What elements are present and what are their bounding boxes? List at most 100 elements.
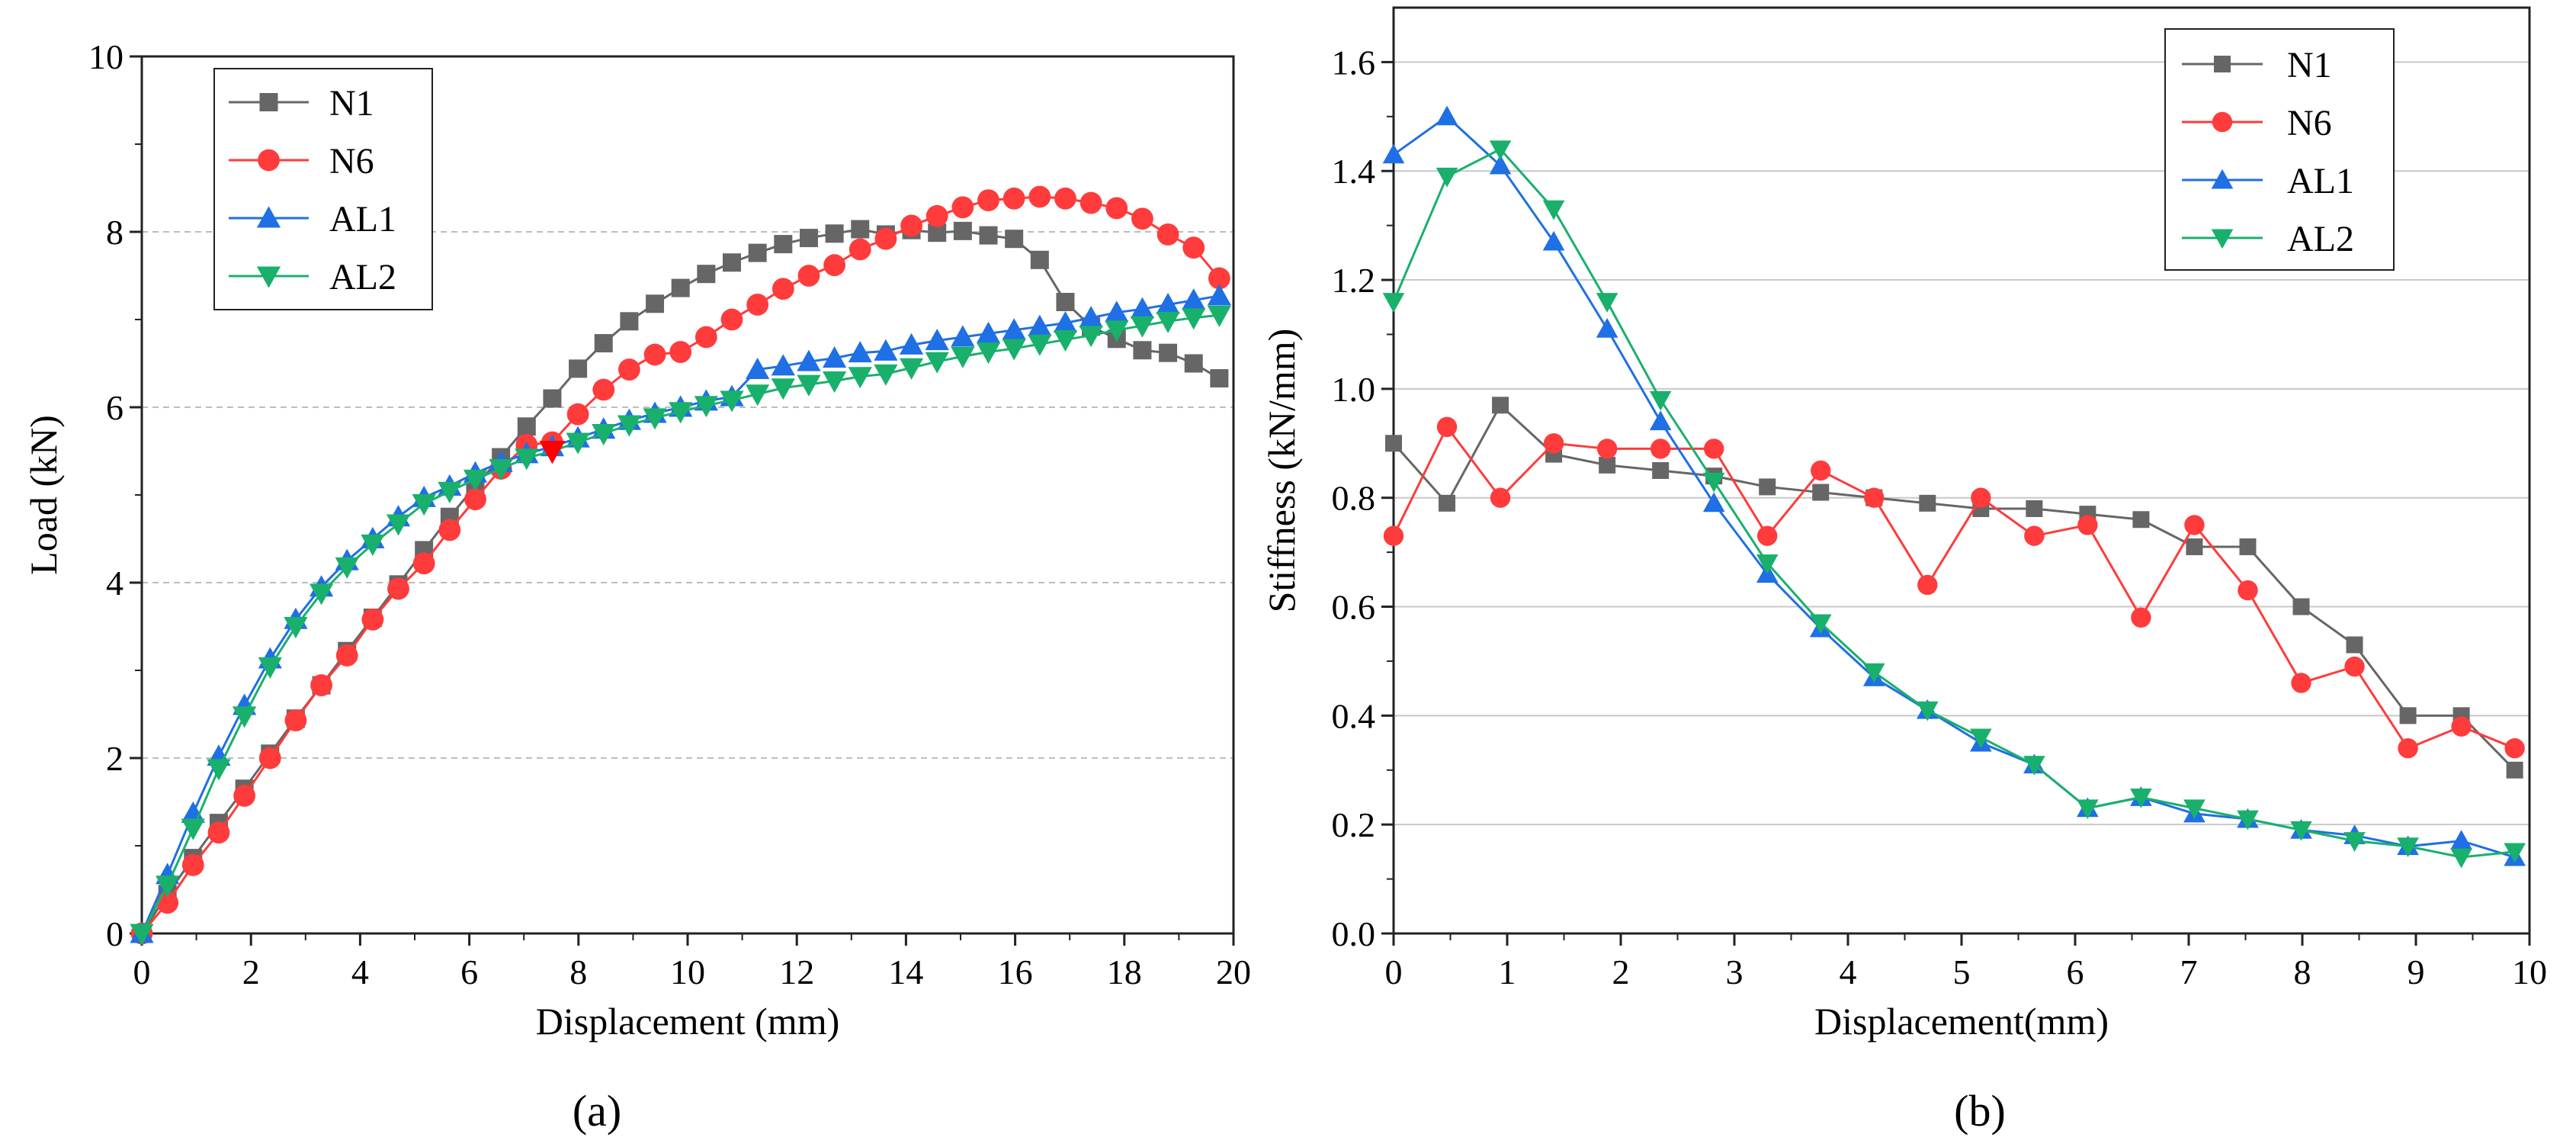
data-point-AL2-36 — [1053, 329, 1078, 352]
data-point-AL2-9 — [361, 534, 385, 556]
data-point-AL2-14 — [489, 459, 513, 481]
data-point-N1-5 — [1652, 462, 1670, 479]
data-point-N1-42 — [1210, 369, 1229, 388]
data-point-AL2-4 — [1596, 293, 1618, 313]
data-point-AL1-32 — [951, 325, 975, 347]
data-point-N1-22 — [697, 265, 716, 284]
data-point-N1-25 — [774, 235, 793, 254]
data-point-AL2-9 — [1862, 663, 1885, 683]
data-point-AL2-17 — [566, 432, 590, 455]
data-point-AL2-26 — [797, 374, 821, 397]
data-point-N6-7 — [1757, 525, 1778, 546]
x-tick-label-5: 5 — [1953, 953, 1971, 991]
data-point-AL1-26 — [797, 349, 821, 371]
data-point-AL2-7 — [309, 583, 334, 606]
data-point-N6-22 — [695, 326, 717, 349]
legend-label-AL1: AL1 — [2287, 161, 2354, 201]
legend-marker-AL2 — [2211, 229, 2234, 249]
data-point-AL1-28 — [848, 341, 872, 363]
data-point-N6-2 — [1490, 487, 1511, 508]
data-point-N6-31 — [925, 204, 948, 227]
data-point-N1-24 — [748, 243, 767, 262]
data-point-N1-33 — [979, 226, 998, 245]
data-point-AL1-39 — [1130, 297, 1155, 319]
data-point-AL2-11 — [1970, 728, 1992, 749]
x-axis-label: Displacement (mm) — [536, 1000, 840, 1043]
series-line-AL1 — [1393, 114, 2516, 859]
data-point-N6-39 — [1131, 207, 1153, 230]
data-point-AL2-20 — [2450, 848, 2472, 869]
y-tick-label-0: 0.0 — [1332, 914, 1376, 953]
data-point-N1-41 — [1184, 354, 1203, 373]
data-point-AL2-6 — [1702, 472, 1725, 493]
data-point-N1-27 — [825, 224, 844, 243]
x-tick-label-5: 10 — [670, 953, 705, 991]
data-point-N6-24 — [746, 294, 769, 316]
data-point-AL1-36 — [1053, 311, 1078, 333]
x-tick-label-1: 1 — [1499, 953, 1516, 991]
y-axis-label: Stiffness (kN/mm) — [1260, 329, 1303, 613]
y-tick-label-7: 1.4 — [1332, 152, 1376, 191]
data-point-N1-34 — [1005, 230, 1024, 249]
x-tick-label-0: 0 — [1385, 953, 1403, 991]
data-point-AL1-2 — [1489, 154, 1512, 175]
x-tick-label-7: 7 — [2180, 953, 2198, 991]
data-point-N6-1 — [1436, 416, 1458, 438]
data-point-N1-40 — [1159, 343, 1178, 362]
x-tick-label-3: 3 — [1726, 953, 1744, 991]
data-point-N1-2 — [1492, 397, 1509, 414]
x-tick-label-3: 6 — [460, 953, 478, 991]
y-tick-label-3: 6 — [106, 388, 124, 427]
data-point-AL1-31 — [925, 329, 949, 351]
legend-label-N1: N1 — [329, 83, 374, 124]
x-tick-label-10: 10 — [2512, 953, 2547, 991]
data-point-N1-18 — [594, 334, 613, 353]
data-point-N1-12 — [2026, 500, 2043, 517]
data-point-AL1-20 — [2450, 830, 2472, 850]
data-point-N6-21 — [2504, 738, 2525, 759]
x-axis-label: Displacement(mm) — [1814, 1000, 2109, 1043]
data-point-AL2-30 — [899, 358, 924, 380]
legend-label-N6: N6 — [329, 141, 374, 182]
data-point-N1-10 — [1919, 494, 1936, 512]
data-point-N6-5 — [1650, 439, 1671, 459]
data-point-AL2-27 — [823, 371, 847, 394]
y-tick-label-1: 2 — [106, 739, 124, 778]
chart-panel-a: 0 2 4 6 8 10 12 14 16 18 20 0 2 4 6 8 10 Displacement (mm… — [22, 37, 1251, 1136]
data-point-AL2-1 — [156, 876, 180, 898]
data-point-AL2-28 — [848, 367, 872, 389]
legend-marker-N6 — [2212, 111, 2233, 133]
data-point-AL2-24 — [746, 384, 770, 406]
legend-label-AL2: AL2 — [329, 257, 396, 297]
data-point-AL2-19 — [617, 415, 641, 437]
data-point-N1-21 — [2506, 761, 2523, 779]
data-point-N6-34 — [1002, 187, 1025, 210]
legend-marker-AL1 — [256, 206, 281, 228]
data-point-N6-38 — [1105, 197, 1128, 220]
data-point-AL1-25 — [771, 354, 795, 376]
data-point-N6-6 — [284, 709, 307, 731]
data-point-AL2-1 — [1436, 167, 1458, 188]
data-point-N6-32 — [951, 196, 974, 219]
y-tick-label-2: 4 — [106, 564, 124, 602]
x-tick-label-8: 16 — [998, 953, 1033, 991]
data-point-N6-30 — [900, 214, 922, 237]
data-point-AL2-2 — [181, 818, 205, 840]
data-point-N1-16 — [2239, 538, 2257, 555]
data-point-N6-11 — [412, 552, 435, 575]
data-point-AL2-18 — [592, 424, 616, 446]
data-point-AL2-0 — [1382, 293, 1405, 313]
data-point-N6-21 — [669, 341, 692, 363]
data-point-N1-23 — [722, 253, 741, 272]
data-point-N6-9 — [1864, 487, 1885, 508]
data-point-N1-14 — [2132, 511, 2150, 529]
data-point-N6-41 — [1182, 236, 1205, 259]
data-point-N6-35 — [1028, 185, 1051, 208]
data-point-N1-19 — [2399, 707, 2417, 725]
data-point-AL2-14 — [2130, 789, 2152, 808]
x-tick-label-7: 14 — [888, 953, 923, 991]
legend-marker-N1 — [259, 93, 278, 111]
data-point-N6-23 — [720, 308, 743, 331]
data-point-AL2-3 — [207, 759, 231, 781]
